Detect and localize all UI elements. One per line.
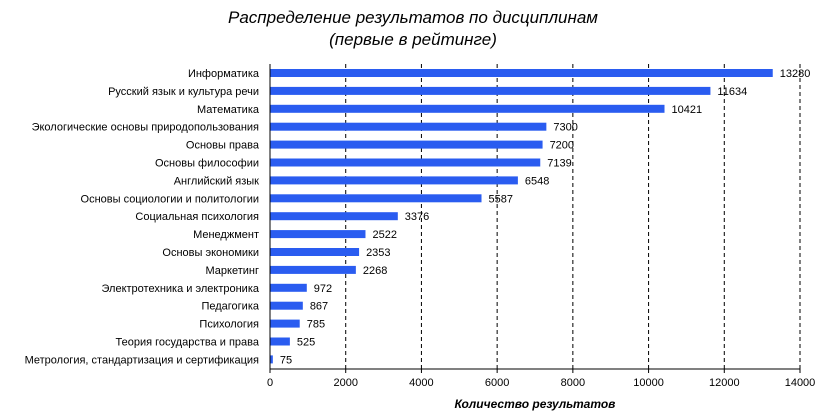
- bar-12: [270, 283, 307, 292]
- chart-title: Распределение результатов по дисциплинам: [228, 8, 598, 27]
- bar-10: [270, 248, 360, 256]
- category-label-2: Математика: [197, 104, 260, 116]
- bar-1: [270, 86, 711, 95]
- category-label-7: Основы социологии и политологии: [81, 193, 259, 205]
- bar-6: [270, 176, 518, 185]
- category-label-16: Метрология, стандартизация и сертификаци…: [25, 354, 259, 366]
- value-label-4: 7200: [550, 140, 574, 152]
- bar-9: [270, 230, 366, 239]
- x-axis-label: Количество результатов: [455, 397, 616, 411]
- x-tick-label-8000: 8000: [561, 377, 585, 389]
- x-tick-label-14000: 14000: [785, 377, 816, 389]
- x-tick-label-12000: 12000: [709, 377, 740, 389]
- bar-11: [270, 265, 356, 274]
- x-tick-labels: 0 2000 4000 6000 8000 10000 12000 14000: [267, 377, 815, 389]
- category-label-11: Маркетинг: [206, 265, 259, 277]
- category-label-14: Психология: [199, 319, 259, 331]
- bars: [270, 69, 773, 364]
- bar-5: [270, 158, 541, 167]
- value-label-0: 13280: [780, 68, 811, 80]
- x-tick-label-2000: 2000: [333, 377, 357, 389]
- category-label-13: Педагогика: [201, 301, 259, 313]
- x-tick-label-10000: 10000: [633, 377, 664, 389]
- value-label-5: 7139: [547, 158, 571, 170]
- value-label-3: 7300: [553, 122, 577, 134]
- axes: [269, 64, 801, 373]
- x-tick-label-4000: 4000: [409, 377, 433, 389]
- bar-7: [270, 194, 482, 203]
- value-label-16: 75: [280, 354, 292, 366]
- gridlines: [345, 64, 801, 369]
- bar-8: [270, 212, 398, 221]
- category-label-5: Основы философии: [155, 158, 259, 170]
- value-label-14: 785: [307, 319, 325, 331]
- bar-14: [270, 319, 300, 328]
- category-label-1: Русский язык и культура речи: [108, 86, 259, 98]
- category-label-9: Менеджмент: [193, 229, 259, 241]
- category-labels: Информатика Русский язык и культура речи М…: [25, 68, 260, 366]
- category-label-3: Экологические основы природопользования: [32, 122, 259, 134]
- value-label-2: 10421: [672, 104, 703, 116]
- category-label-4: Основы права: [186, 140, 260, 152]
- bar-4: [270, 140, 543, 149]
- category-label-8: Социальная психология: [135, 211, 259, 223]
- x-tick-label-6000: 6000: [485, 377, 509, 389]
- category-label-15: Теория государства и права: [116, 337, 260, 349]
- bar-0: [270, 69, 773, 77]
- chart-subtitle: (первые в рейтинге): [329, 30, 497, 49]
- value-label-10: 2353: [366, 247, 390, 259]
- value-labels: 13280 11634 10421 7300 7200 7139 6548 5587 3376 2…: [280, 68, 810, 366]
- bar-2: [270, 104, 665, 113]
- bar-13: [270, 301, 303, 310]
- category-label-12: Электротехника и электроника: [102, 283, 260, 295]
- category-label-10: Основы экономики: [162, 247, 259, 259]
- value-label-13: 867: [310, 301, 328, 313]
- value-label-1: 11634: [717, 86, 747, 98]
- category-label-0: Информатика: [188, 68, 260, 80]
- category-label-6: Английский язык: [174, 175, 259, 187]
- value-label-12: 972: [314, 283, 332, 295]
- x-tick-label-0: 0: [267, 377, 273, 389]
- value-label-7: 5587: [489, 193, 513, 205]
- value-label-9: 2522: [372, 229, 396, 241]
- value-label-15: 525: [297, 337, 315, 349]
- bar-15: [270, 337, 290, 346]
- bar-3: [270, 122, 547, 131]
- bar-16: [270, 355, 273, 364]
- value-label-6: 6548: [525, 175, 549, 187]
- value-label-8: 3376: [405, 211, 429, 223]
- value-label-11: 2268: [363, 265, 387, 277]
